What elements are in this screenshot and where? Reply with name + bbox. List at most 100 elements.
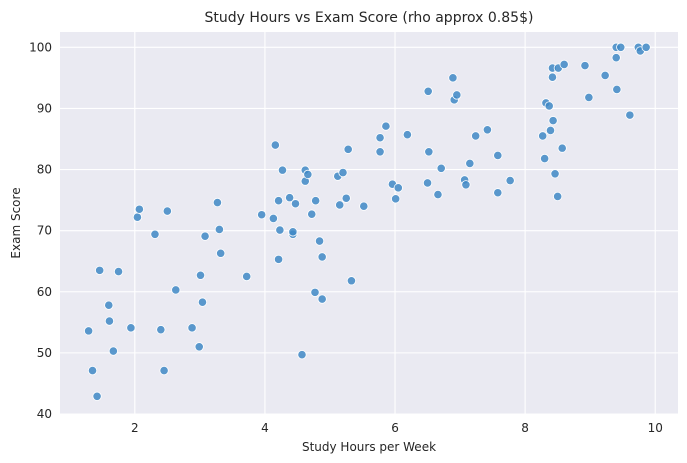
- y-tick-label: 40: [37, 407, 52, 421]
- data-point: [275, 225, 285, 235]
- data-point: [423, 86, 433, 96]
- data-point: [381, 121, 391, 131]
- y-tick-label: 50: [37, 346, 52, 360]
- plot-area: [60, 32, 678, 414]
- data-point: [547, 72, 558, 82]
- data-point: [297, 350, 307, 360]
- x-tick-label: 10: [648, 421, 663, 435]
- data-point: [359, 201, 369, 211]
- data-point: [553, 191, 563, 202]
- data-point: [544, 101, 554, 111]
- data-point: [465, 158, 475, 169]
- data-point: [493, 150, 503, 161]
- data-point: [270, 140, 280, 150]
- data-point: [273, 254, 284, 264]
- y-tick-labels: 40 50 60 70 80 90 100: [29, 40, 52, 421]
- x-tick-label: 2: [131, 421, 139, 435]
- data-point: [216, 248, 226, 258]
- data-point: [214, 224, 224, 235]
- data-point: [200, 231, 210, 241]
- data-point: [84, 326, 94, 336]
- data-point: [550, 169, 560, 179]
- data-point: [95, 265, 105, 275]
- y-tick-label: 100: [29, 40, 52, 54]
- data-point: [580, 61, 590, 71]
- data-point: [317, 252, 327, 262]
- data-point: [505, 175, 515, 186]
- x-gridlines: [134, 32, 656, 414]
- data-point: [545, 125, 556, 136]
- data-point: [341, 193, 351, 203]
- data-point: [126, 323, 136, 333]
- data-point: [317, 294, 327, 304]
- data-point: [268, 213, 278, 224]
- data-point: [87, 366, 98, 376]
- data-point: [611, 53, 621, 63]
- data-point: [156, 325, 166, 335]
- data-point: [314, 236, 325, 246]
- data-point: [338, 167, 348, 178]
- data-point: [461, 180, 471, 190]
- data-point: [310, 287, 320, 297]
- data-point: [150, 229, 160, 239]
- data-point: [197, 297, 208, 307]
- y-tick-label: 60: [37, 285, 52, 299]
- y-tick-label: 70: [37, 224, 52, 238]
- data-point: [195, 270, 206, 280]
- data-point: [612, 84, 622, 95]
- data-point: [375, 147, 385, 157]
- data-point: [303, 169, 313, 180]
- data-point: [104, 316, 115, 326]
- data-point: [277, 165, 288, 175]
- data-point: [433, 189, 443, 200]
- data-point: [288, 227, 298, 237]
- data-point: [452, 90, 462, 100]
- x-tick-labels: 2 4 6 8 10: [131, 421, 663, 435]
- data-point: [171, 285, 181, 295]
- data-point: [493, 188, 503, 198]
- x-tick-label: 8: [521, 421, 529, 435]
- data-point: [548, 116, 558, 126]
- data-point: [273, 196, 284, 206]
- data-point: [132, 212, 143, 222]
- data-point: [482, 125, 492, 135]
- y-gridlines: [60, 46, 678, 415]
- data-point: [616, 42, 626, 52]
- data-point: [471, 131, 481, 141]
- y-tick-label: 80: [37, 163, 52, 177]
- data-points: [84, 42, 651, 401]
- data-point: [625, 110, 635, 120]
- x-tick-label: 6: [391, 421, 399, 435]
- data-point: [290, 199, 301, 209]
- data-point: [311, 196, 321, 206]
- data-point: [134, 204, 144, 214]
- data-point: [600, 70, 610, 80]
- data-point: [242, 271, 252, 282]
- data-point: [162, 206, 172, 216]
- data-point: [641, 42, 651, 52]
- data-point: [448, 73, 458, 83]
- y-tick-label: 90: [37, 101, 52, 115]
- data-point: [104, 300, 114, 310]
- data-point: [424, 147, 434, 157]
- data-point: [343, 144, 353, 154]
- data-point: [422, 178, 433, 188]
- x-axis-label: Study Hours per Week: [302, 440, 436, 454]
- data-point: [375, 133, 385, 143]
- data-point: [335, 200, 345, 210]
- data-point: [391, 194, 401, 204]
- data-point: [285, 193, 295, 203]
- data-point: [212, 197, 223, 208]
- data-point: [346, 276, 357, 286]
- data-point: [159, 366, 169, 376]
- data-point: [540, 153, 550, 164]
- x-tick-label: 4: [261, 421, 269, 435]
- data-point: [402, 130, 412, 140]
- data-point: [393, 183, 403, 193]
- data-point: [584, 92, 594, 102]
- y-axis-label: Exam Score: [9, 187, 23, 258]
- data-point: [92, 391, 102, 401]
- data-point: [108, 346, 118, 356]
